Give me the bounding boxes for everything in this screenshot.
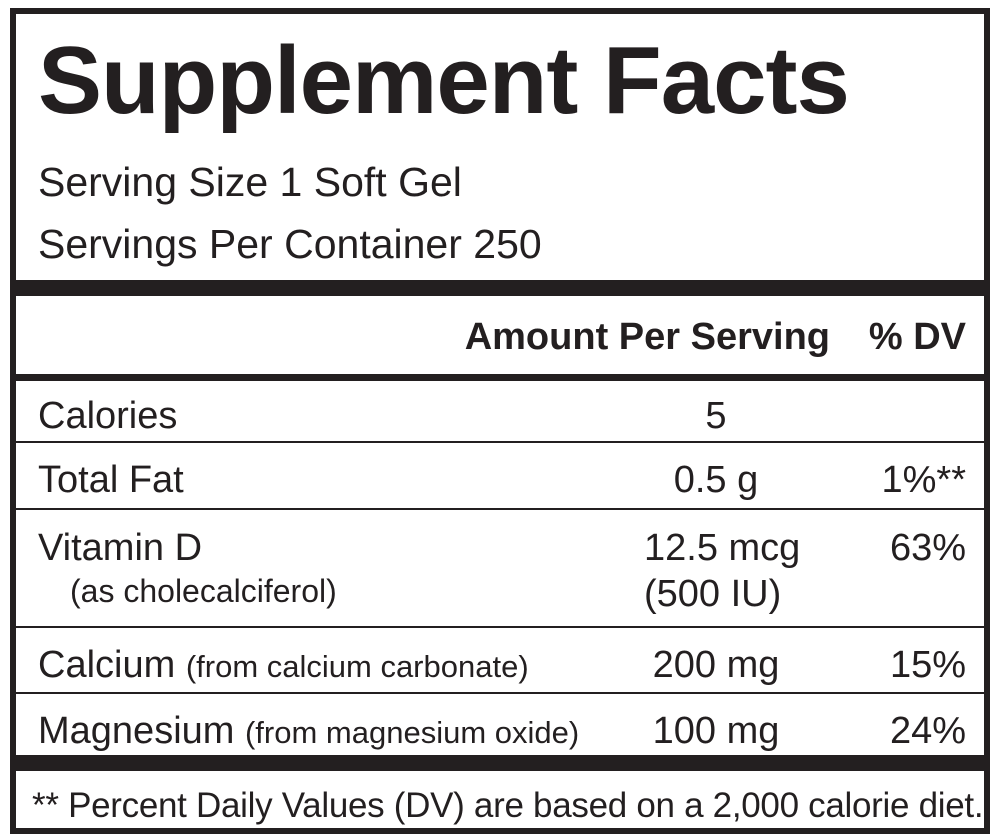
header-daily-value: % DV: [868, 316, 966, 358]
row-dv-magnesium: 24%: [889, 710, 966, 752]
row-amount-magnesium: 100 mg: [652, 710, 780, 752]
row-subname-vitamin-d: (as cholecalciferol): [70, 573, 337, 609]
row-dv-total-fat: 1%**: [881, 459, 967, 501]
row-amount-sub-vitamin-d: (500 IU): [644, 573, 782, 615]
row-name-magnesium: Magnesium (from magnesium oxide): [38, 710, 580, 752]
row-divider: [16, 626, 984, 628]
supplement-facts-panel: Supplement Facts Serving Size 1 Soft Gel…: [10, 8, 990, 834]
thick-divider-bottom: [16, 755, 984, 771]
row-amount-calcium: 200 mg: [652, 644, 780, 686]
row-amount-total-fat: 0.5 g: [673, 459, 759, 501]
panel-title: Supplement Facts: [38, 27, 850, 134]
daily-value-footnote: ** Percent Daily Values (DV) are based o…: [32, 786, 984, 825]
serving-size: Serving Size 1 Soft Gel: [38, 159, 462, 205]
row-amount-vitamin-d: 12.5 mcg: [644, 527, 801, 569]
row-divider: [16, 508, 984, 510]
header-amount-per-serving: Amount Per Serving: [464, 316, 830, 358]
row-divider: [16, 441, 984, 443]
medium-divider: [16, 374, 984, 381]
row-name-vitamin-d: Vitamin D: [38, 527, 203, 569]
row-dv-calcium: 15%: [889, 644, 966, 686]
servings-per-container: Servings Per Container 250: [38, 221, 542, 267]
row-name-total-fat: Total Fat: [38, 459, 184, 501]
row-amount-calories: 5: [705, 395, 727, 437]
thick-divider-top: [16, 280, 984, 296]
row-name-calories: Calories: [38, 395, 178, 437]
row-dv-vitamin-d: 63%: [889, 527, 966, 569]
row-divider: [16, 692, 984, 694]
row-name-calcium: Calcium (from calcium carbonate): [38, 644, 529, 686]
